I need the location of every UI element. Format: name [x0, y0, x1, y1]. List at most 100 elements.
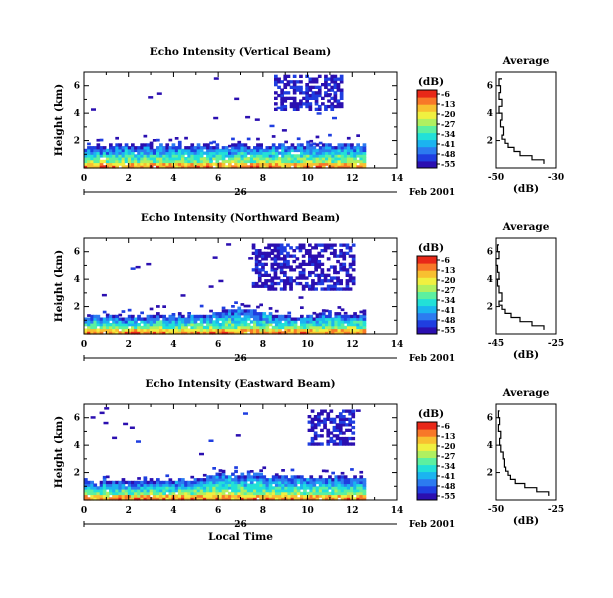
echo-cell	[196, 146, 201, 150]
echo-cell	[221, 159, 226, 164]
echo-cell	[246, 325, 251, 330]
echo-cell	[99, 151, 104, 155]
echo-cell	[339, 91, 344, 95]
echo-cell	[156, 331, 160, 335]
echo-cell	[292, 88, 297, 92]
echo-cell	[146, 483, 151, 487]
echo-cell	[90, 491, 94, 496]
echo-cell	[290, 159, 295, 164]
echo-cell	[346, 159, 351, 164]
echo-cell	[143, 494, 148, 498]
echo-cell	[317, 91, 322, 95]
echo-cell	[168, 317, 173, 321]
echo-cell	[234, 309, 238, 313]
echo-cell	[209, 165, 213, 169]
echo-cell	[325, 157, 329, 161]
echo-cell	[331, 162, 335, 166]
echo-cell	[131, 162, 135, 166]
echo-cell	[134, 494, 138, 498]
echo-cell	[329, 243, 334, 247]
echo-cell	[177, 157, 182, 161]
echo-cell	[348, 423, 352, 427]
echo-cell	[202, 325, 207, 330]
echo-cell	[190, 157, 195, 161]
echo-cell	[323, 423, 327, 427]
echo-cell	[336, 77, 341, 81]
echo-cell	[187, 480, 191, 485]
echo-cell	[333, 265, 337, 269]
echo-cell	[308, 262, 312, 266]
echo-cell	[256, 317, 260, 321]
echo-cell	[199, 146, 204, 150]
echo-cell	[174, 146, 179, 150]
echo-cell	[280, 93, 284, 98]
echo-cell	[140, 325, 144, 330]
echo-cell	[162, 159, 166, 164]
echo-cell	[333, 77, 338, 81]
echo-cell	[234, 97, 240, 101]
echo-cell	[237, 483, 242, 487]
echo-cell	[338, 428, 343, 432]
echo-cell	[231, 154, 235, 158]
echo-cell	[353, 483, 357, 487]
echo-cell	[177, 328, 182, 332]
echo-cell	[146, 480, 151, 485]
echo-cell	[129, 426, 135, 429]
echo-cell	[134, 331, 138, 335]
echo-cell	[317, 281, 322, 286]
echo-cell	[300, 480, 304, 485]
echo-cell	[257, 270, 262, 275]
echo-cell	[314, 259, 318, 264]
echo-cell	[177, 317, 182, 321]
echo-cell	[243, 494, 248, 498]
echo-cell	[293, 328, 298, 332]
echo-cell	[318, 475, 323, 479]
echo-cell	[313, 425, 318, 430]
echo-cell	[261, 268, 265, 272]
echo-cell	[318, 489, 323, 493]
y-tick-label: 2	[74, 137, 80, 147]
echo-panel-3: Echo Intensity (Eastward Beam)0 2 4 6 8 10 12 1…	[53, 378, 564, 543]
echo-cell	[121, 154, 126, 158]
echo-cell	[262, 151, 267, 155]
echo-cell	[99, 165, 104, 169]
echo-cell	[254, 118, 260, 121]
echo-cell	[93, 314, 98, 319]
echo-cell	[234, 159, 238, 164]
echo-cell	[231, 325, 235, 330]
profile-x-label: (dB)	[513, 515, 539, 527]
echo-cell	[325, 154, 329, 158]
echo-cell	[254, 251, 259, 255]
echo-cell	[121, 486, 126, 490]
echo-cell	[228, 328, 232, 332]
echo-cell	[265, 320, 270, 324]
echo-cell	[257, 268, 262, 272]
echo-cell	[284, 489, 288, 493]
echo-cell	[281, 480, 285, 485]
echo-cell	[131, 489, 135, 493]
echo-cell	[337, 162, 342, 166]
echo-cell	[171, 317, 176, 321]
echo-cell	[237, 491, 242, 496]
echo-cell	[312, 328, 317, 332]
profile-y-tick-label: 6	[487, 414, 493, 424]
echo-cell	[224, 320, 229, 324]
echo-cell	[286, 265, 290, 269]
echo-cell	[218, 323, 223, 327]
echo-cell	[115, 497, 119, 501]
echo-cell	[215, 323, 220, 327]
echo-cell	[237, 497, 242, 501]
echo-cell	[274, 314, 279, 319]
echo-cell	[334, 497, 339, 501]
echo-cell	[118, 486, 123, 490]
echo-cell	[224, 317, 229, 321]
echo-cell	[310, 439, 315, 443]
echo-cell	[234, 323, 238, 327]
echo-cell	[162, 489, 166, 493]
echo-cell	[342, 287, 347, 291]
echo-cell	[340, 154, 345, 158]
echo-cell	[90, 151, 94, 155]
echo-cell	[199, 328, 204, 332]
echo-cell	[143, 154, 148, 158]
echo-cell	[296, 157, 301, 161]
